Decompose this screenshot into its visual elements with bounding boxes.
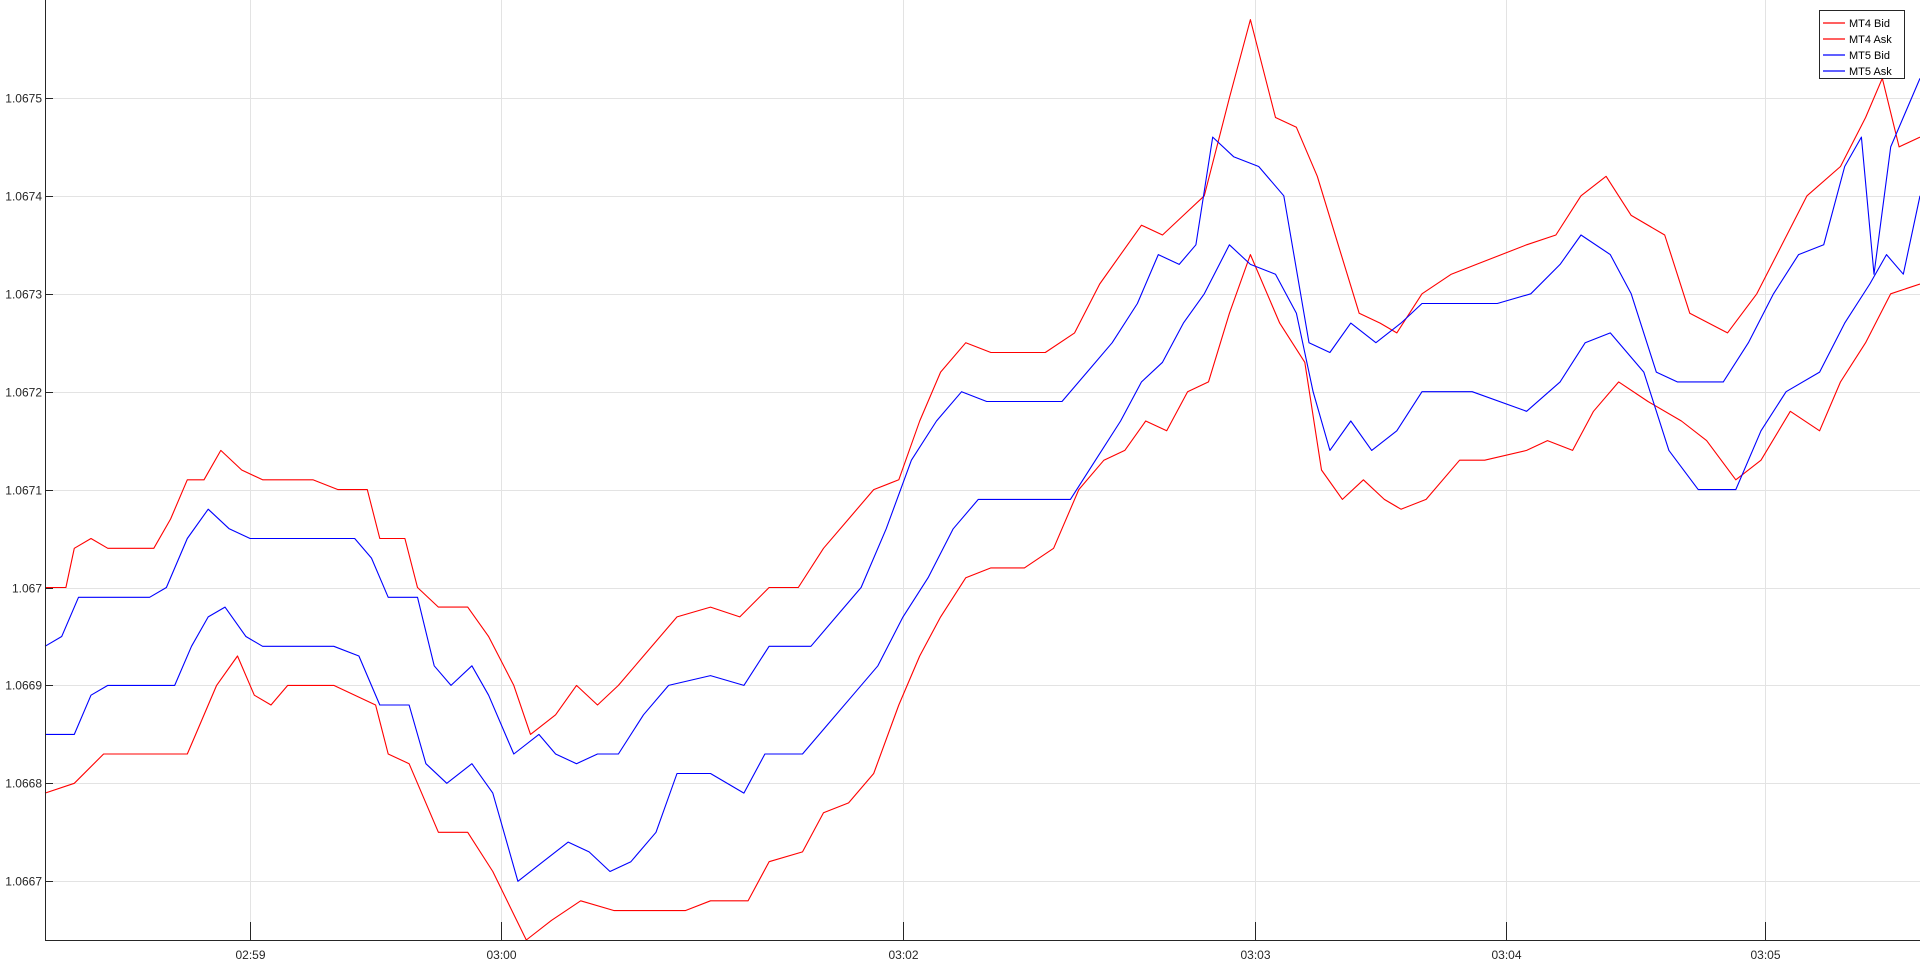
series-line-mt5-bid <box>45 195 1920 882</box>
series-line-mt4-ask <box>45 19 1920 735</box>
x-tick-label: 02:59 <box>235 948 265 962</box>
x-tick-label: 03:00 <box>486 948 516 962</box>
grid <box>45 0 1920 940</box>
y-tick-label: 1.0672 <box>5 386 42 400</box>
legend-label: MT5 Ask <box>1849 66 1892 78</box>
series-line-mt5-ask <box>44 78 1920 765</box>
series-line-mt4-bid <box>44 254 1920 941</box>
legend[interactable]: MT4 Bid MT4 Ask MT5 Bid MT5 Ask <box>1819 10 1905 79</box>
y-tick-label: 1.0668 <box>5 777 42 791</box>
y-tick-label: 1.0667 <box>5 875 42 889</box>
plot-area <box>45 0 1920 940</box>
y-tick-label: 1.0673 <box>5 288 42 302</box>
y-tick-label: 1.067 <box>12 582 42 596</box>
x-tick-label: 03:05 <box>1750 948 1780 962</box>
y-tick-label: 1.0669 <box>5 679 42 693</box>
axes: 1.0667 1.0668 1.0669 1.067 1.0671 1.0672 1.067… <box>5 0 1920 962</box>
y-tick-label: 1.0675 <box>5 92 42 106</box>
legend-label: MT4 Ask <box>1849 34 1892 46</box>
x-tick-label: 03:04 <box>1491 948 1521 962</box>
x-tick-label: 03:02 <box>888 948 918 962</box>
legend-box <box>1819 10 1905 79</box>
y-tick-label: 1.0674 <box>5 190 42 204</box>
series-lines <box>44 19 1920 941</box>
legend-label: MT4 Bid <box>1849 18 1890 30</box>
legend-label: MT5 Bid <box>1849 50 1890 62</box>
x-tick-label: 03:03 <box>1240 948 1270 962</box>
y-tick-label: 1.0671 <box>5 484 42 498</box>
